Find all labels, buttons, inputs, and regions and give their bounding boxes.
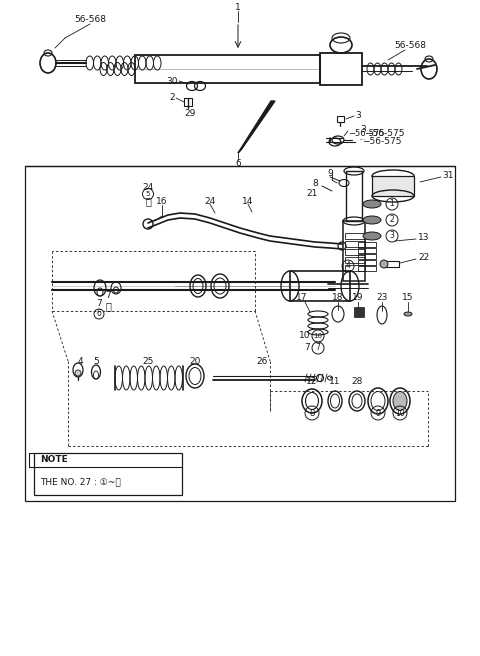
Bar (184, 98, 192, 106)
Text: 31: 31 (442, 171, 454, 180)
Text: −56-575: −56-575 (365, 129, 405, 138)
Polygon shape (238, 101, 275, 153)
Text: −56-575: −56-575 (348, 129, 384, 138)
Bar (372, 176, 414, 196)
Text: 3: 3 (390, 232, 395, 241)
Text: 10: 10 (299, 331, 310, 340)
Text: 4: 4 (77, 356, 83, 365)
Text: 9: 9 (327, 169, 333, 178)
Text: 24: 24 (204, 197, 216, 205)
Bar (343, 221, 365, 281)
Bar (346, 171, 362, 221)
Text: 12: 12 (306, 377, 318, 386)
Bar (135, 55, 320, 83)
Bar (345, 265, 365, 271)
Text: 25: 25 (142, 356, 154, 365)
Text: 6: 6 (235, 159, 241, 169)
Text: 22: 22 (418, 253, 429, 262)
Text: 3: 3 (355, 112, 361, 121)
Text: 3: 3 (360, 125, 366, 134)
Text: 5: 5 (146, 191, 150, 197)
Text: NOTE: NOTE (40, 455, 68, 464)
Text: 16: 16 (156, 197, 168, 205)
Ellipse shape (404, 312, 412, 316)
Ellipse shape (380, 260, 388, 268)
Text: 7: 7 (105, 291, 111, 300)
Ellipse shape (393, 392, 407, 411)
Bar (290, 271, 350, 301)
Text: THE NO. 27 : ①~⑯: THE NO. 27 : ①~⑯ (40, 478, 121, 487)
Text: 29: 29 (184, 108, 196, 117)
Text: 6: 6 (96, 310, 101, 319)
Bar (25, 166, 455, 501)
Text: 8: 8 (312, 180, 318, 188)
Text: 13: 13 (418, 234, 430, 243)
Text: 28: 28 (351, 377, 363, 386)
Text: 2: 2 (169, 94, 175, 102)
Text: 4: 4 (346, 262, 350, 270)
Text: 20: 20 (189, 356, 201, 365)
Text: 23: 23 (376, 293, 388, 302)
Text: Ⓟ: Ⓟ (145, 196, 151, 206)
Text: −56-575: −56-575 (360, 138, 366, 140)
Text: 1: 1 (390, 199, 395, 209)
Bar (354, 307, 364, 317)
Bar (345, 233, 365, 239)
Text: Ⓠ: Ⓠ (105, 301, 111, 311)
Text: 14: 14 (242, 197, 254, 205)
Text: 21: 21 (307, 190, 318, 199)
Bar (358, 260, 376, 265)
Bar (358, 248, 376, 253)
Ellipse shape (363, 216, 381, 224)
Text: 15: 15 (402, 293, 414, 302)
Text: 2: 2 (390, 216, 395, 224)
Bar (358, 242, 376, 247)
Text: 30: 30 (167, 77, 178, 85)
Text: 56-568: 56-568 (394, 41, 426, 51)
Bar (358, 254, 376, 259)
Bar (358, 266, 376, 271)
Text: 17: 17 (296, 293, 308, 302)
Text: 10: 10 (395, 409, 405, 417)
Text: 24: 24 (143, 184, 154, 192)
Ellipse shape (363, 200, 381, 208)
Text: −56-575: −56-575 (362, 138, 401, 146)
Bar (337, 116, 344, 122)
Text: 8: 8 (309, 409, 315, 417)
Bar (320, 53, 362, 85)
Text: 7: 7 (96, 300, 102, 308)
Text: 1: 1 (235, 3, 241, 12)
Text: 9: 9 (375, 409, 381, 417)
Bar (384, 261, 399, 267)
Ellipse shape (363, 232, 381, 240)
Text: 11: 11 (329, 377, 341, 386)
Text: 10: 10 (313, 333, 323, 339)
Ellipse shape (75, 370, 81, 376)
Text: 56-568: 56-568 (74, 14, 106, 24)
Bar (345, 241, 365, 247)
Bar (345, 257, 365, 263)
Text: 5: 5 (93, 356, 99, 365)
Text: 26: 26 (256, 356, 268, 365)
Text: 7: 7 (304, 344, 310, 352)
Text: 7: 7 (315, 344, 321, 352)
Text: 18: 18 (332, 293, 344, 302)
Text: 19: 19 (352, 293, 364, 302)
Bar (34, 453, 182, 495)
Bar (345, 249, 365, 255)
